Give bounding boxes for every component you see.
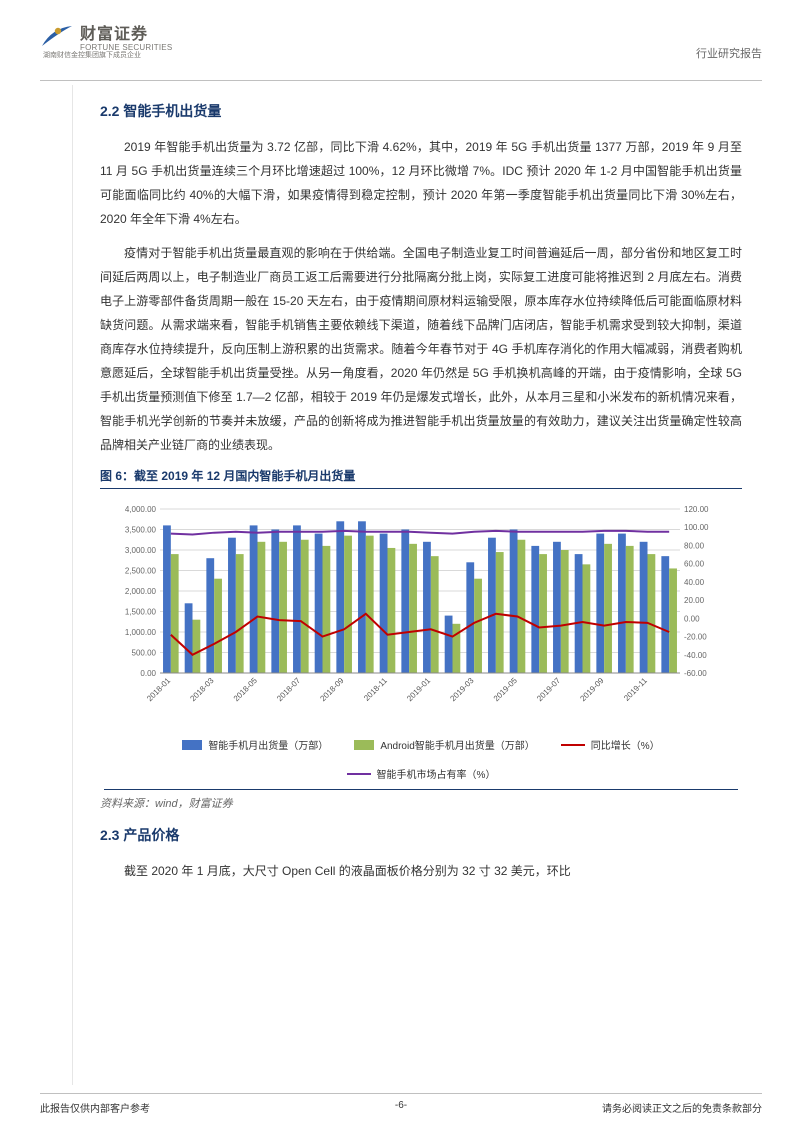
company-name-cn: 财富证券 <box>80 20 172 44</box>
svg-text:4,000.00: 4,000.00 <box>125 505 157 514</box>
legend-item-yoy: 同比增长（%） <box>561 737 660 752</box>
swatch-yoy <box>561 744 585 746</box>
svg-text:2019-07: 2019-07 <box>535 676 563 704</box>
footer-page-number: -6- <box>395 1100 407 1111</box>
section-2-2-para-2: 疫情对于智能手机出货量最直观的影响在于供给端。全国电子制造业复工时间普遍延后一周… <box>100 241 742 457</box>
svg-text:100.00: 100.00 <box>684 523 709 532</box>
figure-6-source: 资料来源：wind，财富证券 <box>100 795 742 811</box>
page-content: 2.2 智能手机出货量 2019 年智能手机出货量为 3.72 亿部，同比下滑 … <box>100 101 742 883</box>
footer-right: 请务必阅读正文之后的免责条款部分 <box>602 1100 762 1115</box>
svg-text:2019-03: 2019-03 <box>448 676 476 704</box>
svg-text:2019-11: 2019-11 <box>622 676 649 703</box>
header-rule <box>40 80 762 81</box>
logo-icon <box>40 24 74 48</box>
svg-text:60.00: 60.00 <box>684 560 705 569</box>
svg-text:-60.00: -60.00 <box>684 669 707 678</box>
svg-text:0.00: 0.00 <box>140 669 156 678</box>
svg-text:3,000.00: 3,000.00 <box>125 546 157 555</box>
section-2-2-para-1: 2019 年智能手机出货量为 3.72 亿部，同比下滑 4.62%，其中，201… <box>100 135 742 231</box>
legend-label: 同比增长（%） <box>591 737 660 752</box>
section-2-3-para-1: 截至 2020 年 1 月底，大尺寸 Open Cell 的液晶面板价格分别为 … <box>100 859 742 883</box>
page-header: 财富证券 FORTUNE SECURITIES 湖南财信金控集团旗下成员企业 行… <box>0 0 802 60</box>
svg-text:500.00: 500.00 <box>132 649 157 658</box>
swatch-total <box>182 740 202 750</box>
chart-legend: 智能手机月出货量（万部） Android智能手机月出货量（万部） 同比增长（%）… <box>104 731 738 790</box>
svg-text:2018-01: 2018-01 <box>145 676 173 704</box>
svg-text:2019-05: 2019-05 <box>492 676 520 704</box>
section-2-3-heading: 2.3 产品价格 <box>100 825 742 845</box>
svg-text:1,500.00: 1,500.00 <box>125 608 157 617</box>
combo-chart-svg: 0.00 500.00 1,000.00 1,500.00 2,000.00 2,500.… <box>104 501 730 731</box>
svg-text:1,000.00: 1,000.00 <box>125 628 157 637</box>
svg-text:80.00: 80.00 <box>684 541 705 550</box>
svg-text:-40.00: -40.00 <box>684 651 707 660</box>
svg-text:120.00: 120.00 <box>684 505 709 514</box>
legend-item-share: 智能手机市场占有率（%） <box>347 766 496 781</box>
svg-text:0.00: 0.00 <box>684 614 700 623</box>
svg-text:2,500.00: 2,500.00 <box>125 567 157 576</box>
svg-text:2019-09: 2019-09 <box>578 676 606 704</box>
svg-text:2019-01: 2019-01 <box>405 676 433 704</box>
figure-6-caption: 图 6：截至 2019 年 12 月国内智能手机月出货量 <box>100 467 742 489</box>
svg-text:2018-07: 2018-07 <box>275 676 303 704</box>
svg-text:20.00: 20.00 <box>684 596 705 605</box>
footer-left: 此报告仅供内部客户参考 <box>40 1100 150 1115</box>
legend-label: Android智能手机月出货量（万部） <box>380 737 534 752</box>
margin-rule <box>72 85 73 1085</box>
swatch-android <box>354 740 374 750</box>
figure-6-chart: 0.00 500.00 1,000.00 1,500.00 2,000.00 2,500.… <box>100 497 742 790</box>
svg-text:-20.00: -20.00 <box>684 633 707 642</box>
legend-label: 智能手机市场占有率（%） <box>377 766 496 781</box>
company-logo: 财富证券 FORTUNE SECURITIES <box>40 20 762 52</box>
legend-item-android: Android智能手机月出货量（万部） <box>354 737 534 752</box>
legend-item-total: 智能手机月出货量（万部） <box>182 737 328 752</box>
svg-text:3,500.00: 3,500.00 <box>125 526 157 535</box>
doc-type: 行业研究报告 <box>696 45 762 61</box>
svg-text:40.00: 40.00 <box>684 578 705 587</box>
svg-text:2018-05: 2018-05 <box>232 676 260 704</box>
legend-label: 智能手机月出货量（万部） <box>208 737 328 752</box>
svg-text:2018-09: 2018-09 <box>318 676 346 704</box>
page-footer: 此报告仅供内部客户参考 -6- 请务必阅读正文之后的免责条款部分 <box>40 1093 762 1115</box>
section-2-2-heading: 2.2 智能手机出货量 <box>100 101 742 121</box>
svg-text:2018-03: 2018-03 <box>188 676 216 704</box>
svg-text:2018-11: 2018-11 <box>362 676 389 703</box>
swatch-share <box>347 773 371 775</box>
svg-text:2,000.00: 2,000.00 <box>125 587 157 596</box>
